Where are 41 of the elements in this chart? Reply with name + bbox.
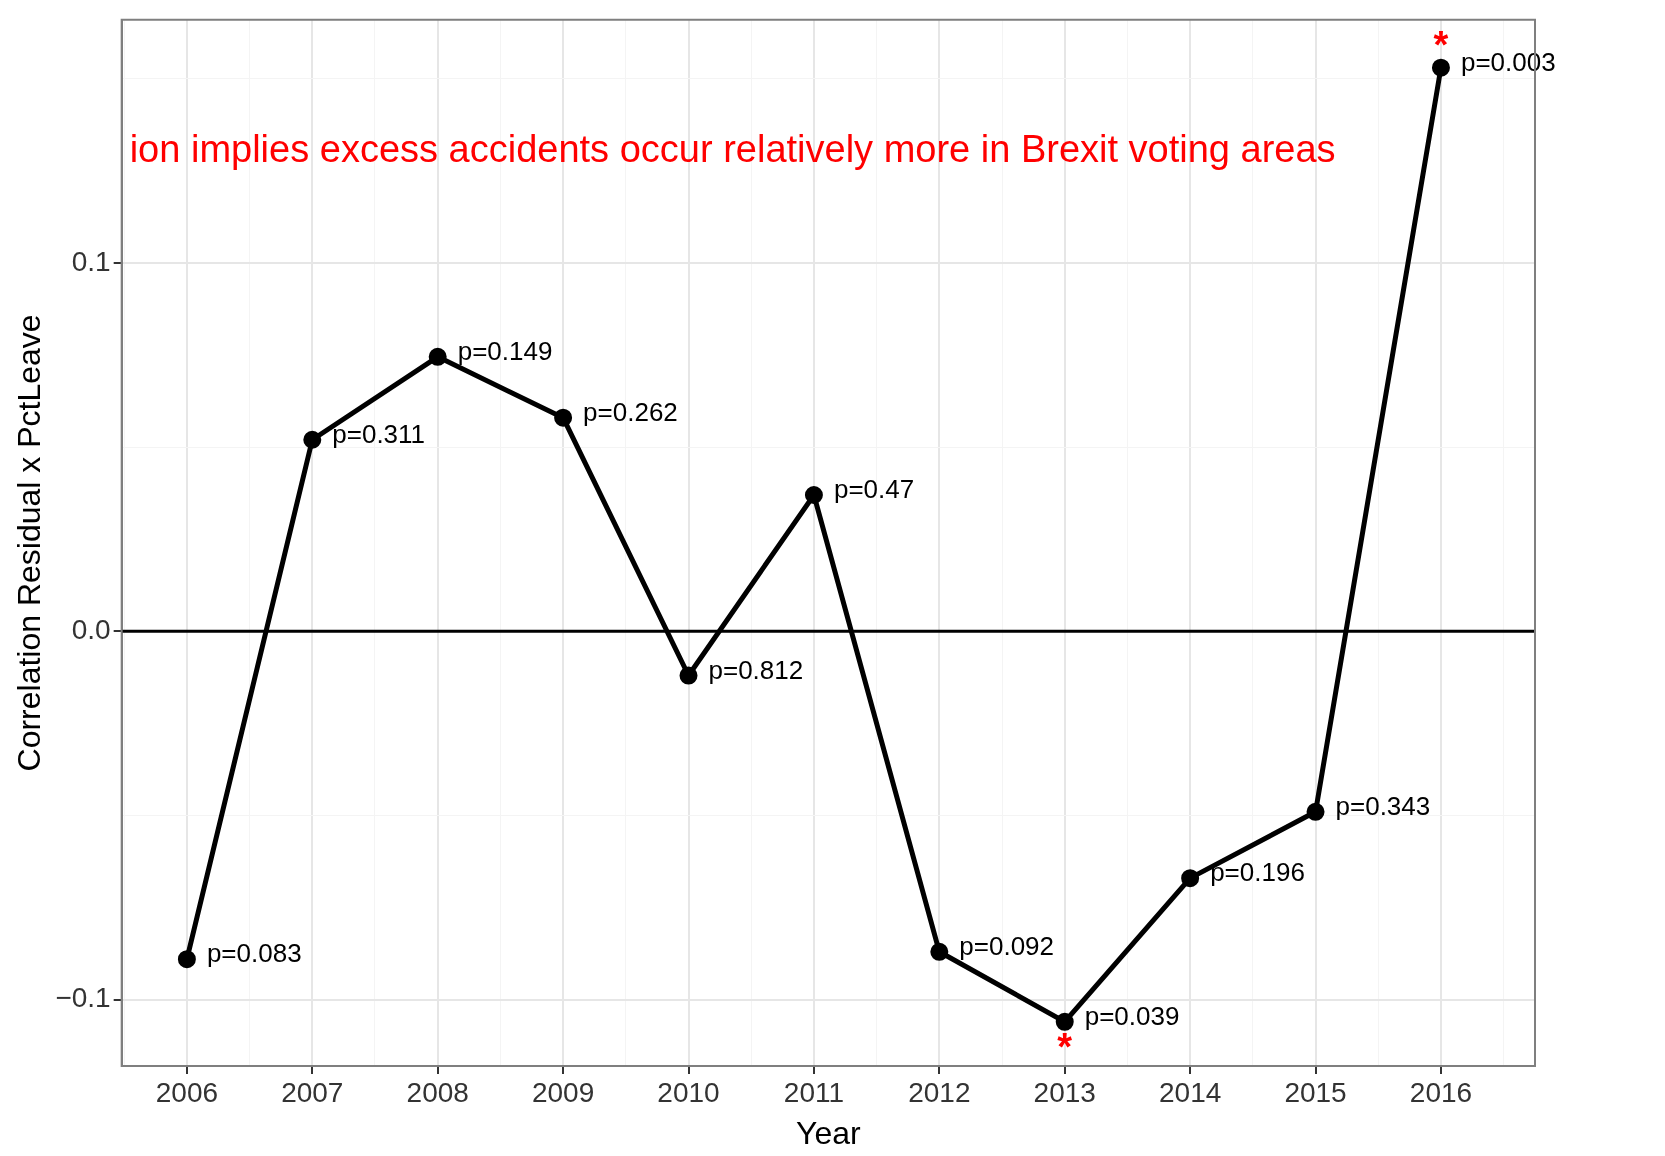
annotation: * [1057, 1026, 1073, 1069]
annotation: p=0.343 [1335, 790, 1431, 821]
annotation: p=0.812 [708, 654, 804, 685]
x-tick-label: 2014 [1158, 1076, 1222, 1108]
x-tick-label: 2016 [1409, 1076, 1473, 1108]
y-tick-label: −0.1 [55, 982, 111, 1014]
point [1306, 802, 1325, 821]
point [679, 666, 698, 685]
point [303, 430, 322, 449]
point [428, 347, 447, 366]
annotation: p=0.149 [457, 336, 553, 367]
y-tick-label: 0.1 [71, 245, 111, 277]
annotation: p=0.003 [1460, 46, 1556, 77]
annotation: p=0.092 [959, 930, 1055, 961]
x-tick-label: 2007 [281, 1076, 344, 1108]
annotation: p=0.083 [206, 938, 302, 969]
annotation: * [1433, 24, 1449, 67]
x-tick-label: 2006 [155, 1076, 219, 1108]
y-tick-label: 0.0 [71, 614, 111, 646]
x-tick-label: 2011 [783, 1076, 845, 1108]
annotation: p=0.262 [583, 396, 678, 427]
point [554, 408, 573, 427]
x-tick-label: 2009 [531, 1076, 595, 1108]
x-tick-label: 2013 [1033, 1076, 1096, 1108]
x-tick-label: 2008 [406, 1076, 469, 1108]
x-tick-label: 2010 [657, 1076, 720, 1108]
point [1431, 58, 1450, 77]
point [177, 950, 196, 969]
annotation: ion implies excess accidents occur relatively more in Brexit voting areas [129, 128, 1336, 171]
annotation: p=0.039 [1084, 1000, 1180, 1031]
x-axis-title: Year [796, 1114, 862, 1151]
point [1181, 869, 1200, 888]
annotation: p=0.196 [1210, 857, 1305, 888]
annotation: p=0.311 [332, 418, 426, 449]
point [930, 942, 949, 961]
point [804, 486, 823, 505]
x-tick-label: 2015 [1284, 1076, 1347, 1108]
y-axis-title: Correlation Residual x PctLeave [11, 314, 48, 772]
point [1055, 1012, 1074, 1031]
x-tick-label: 2012 [908, 1076, 971, 1108]
annotation: p=0.47 [833, 474, 915, 505]
